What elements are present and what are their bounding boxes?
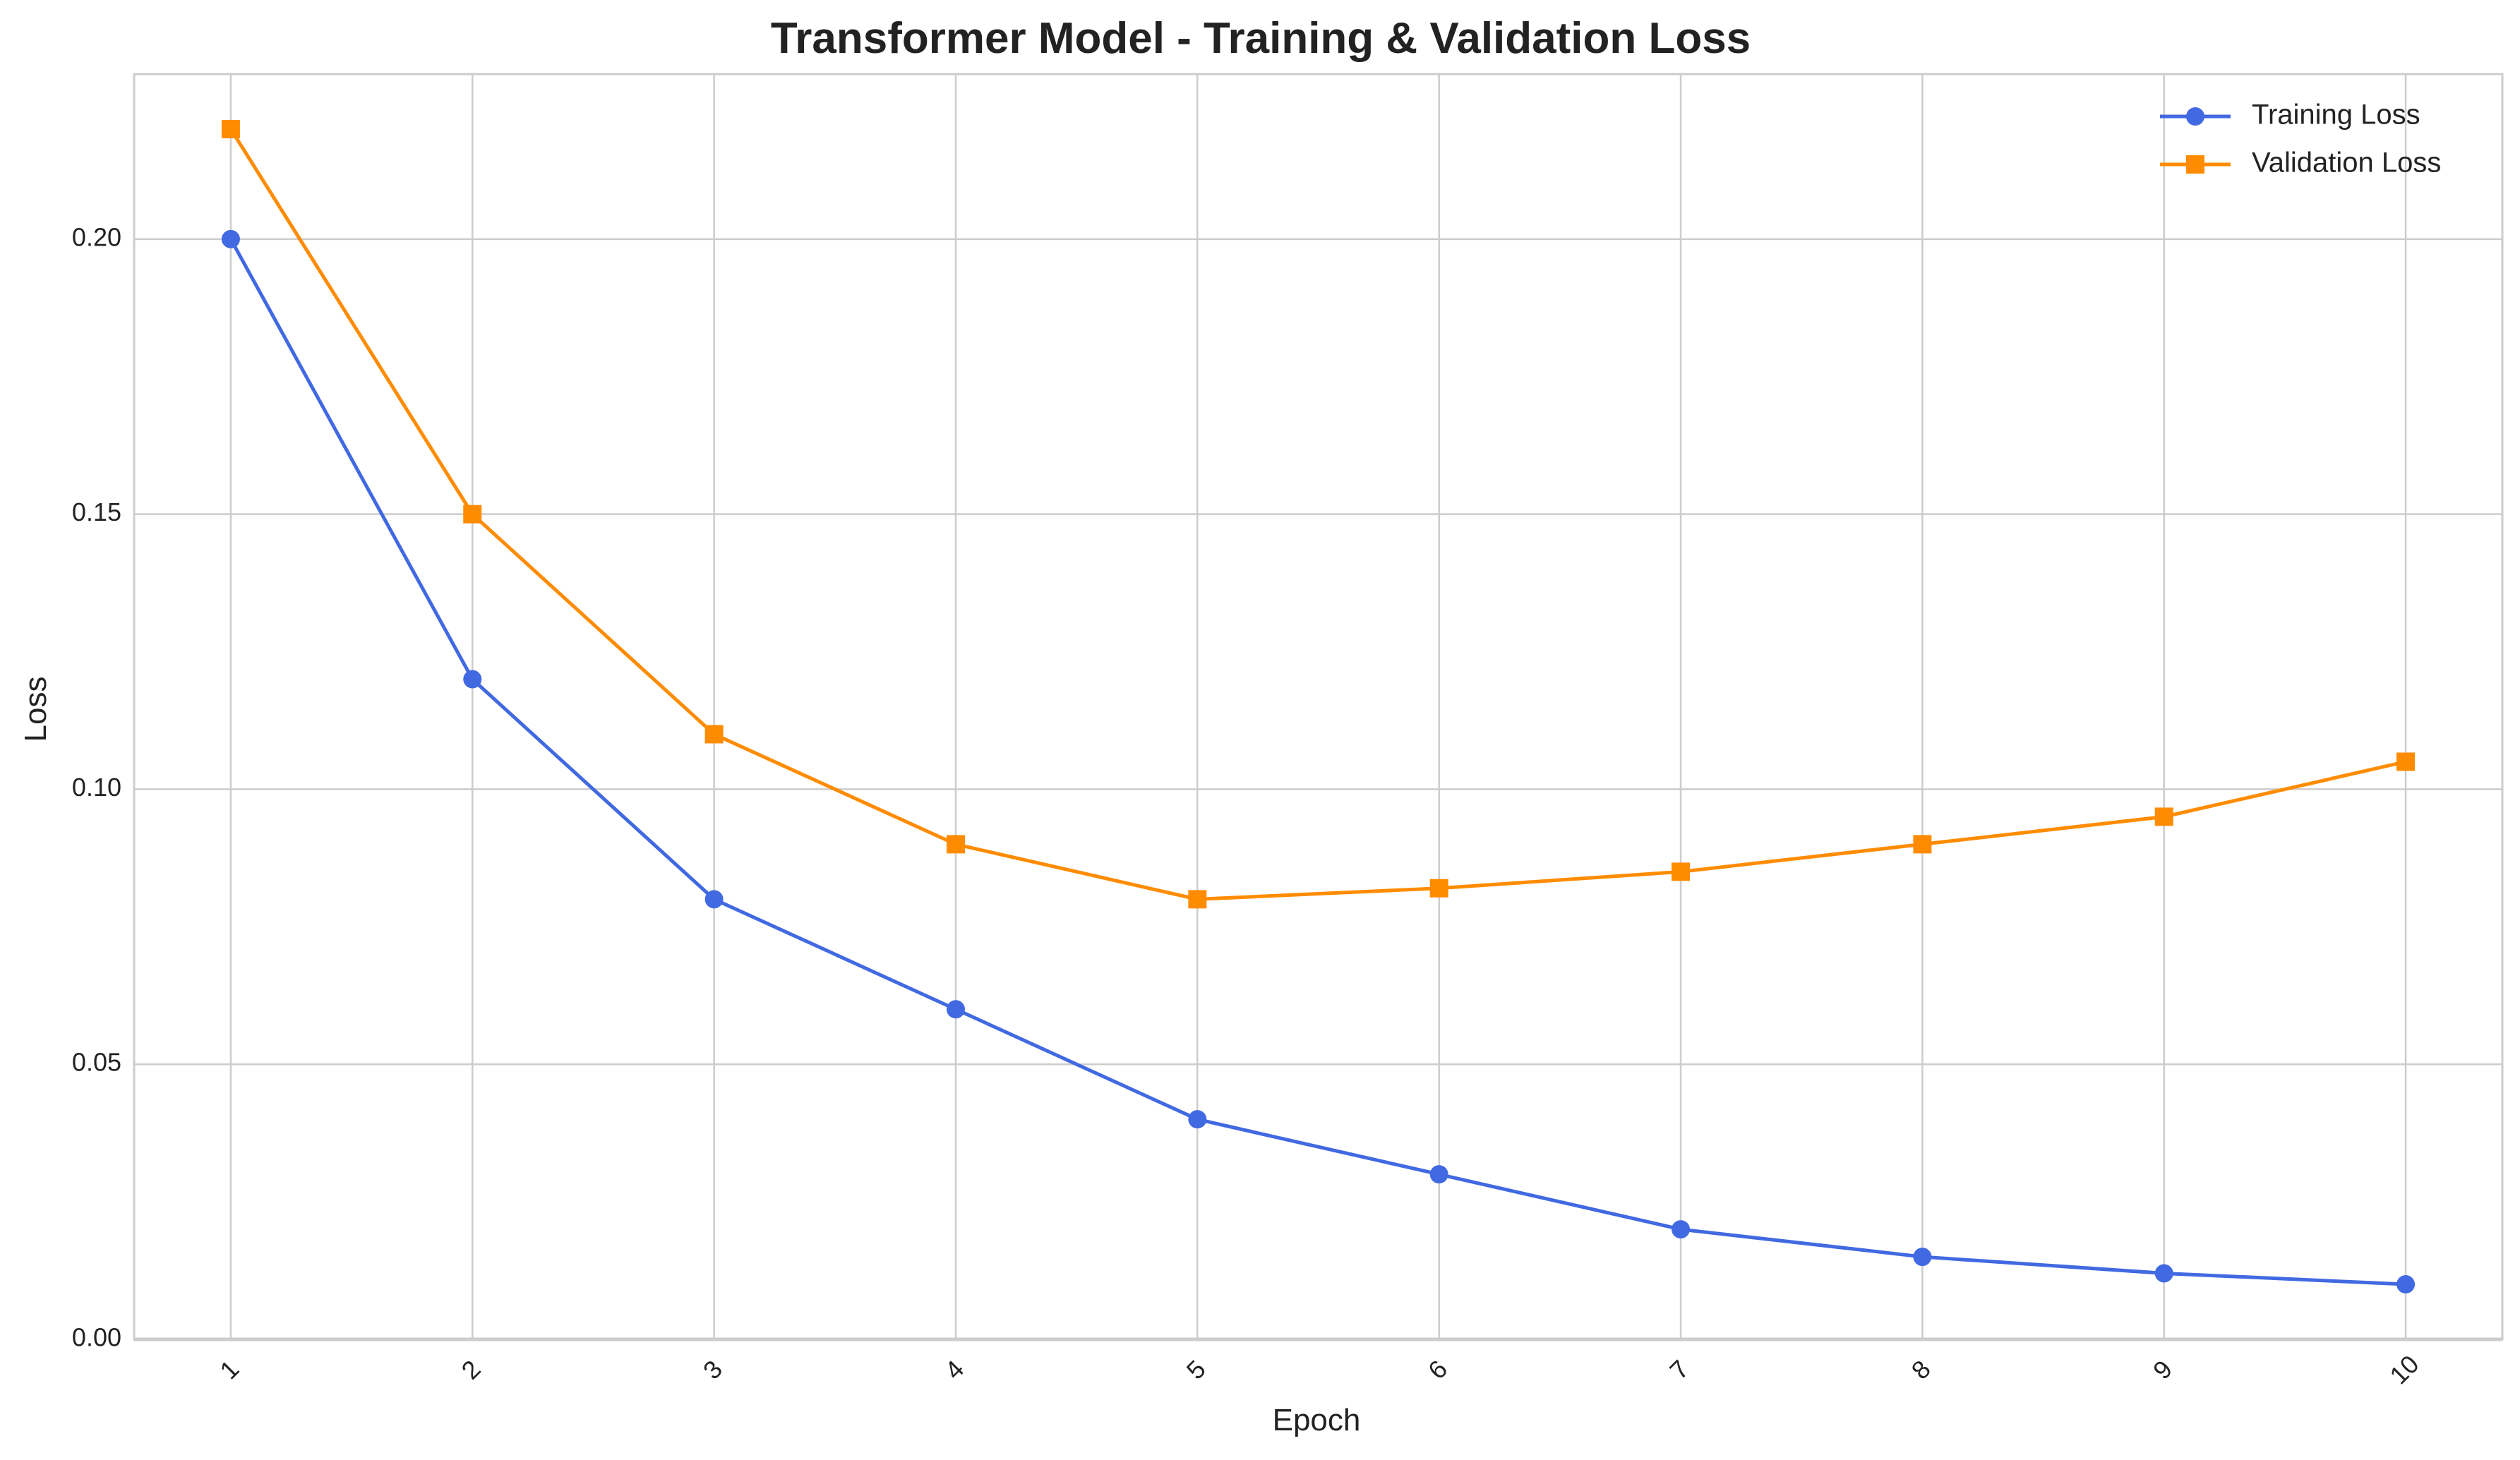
legend-item: Training Loss <box>2160 99 2420 131</box>
series-line <box>229 128 2406 901</box>
data-point <box>221 119 240 138</box>
legend-marker <box>2186 155 2204 174</box>
legend: Training Loss Validation Loss <box>2160 99 2441 179</box>
data-point <box>1188 1110 1207 1129</box>
data-point <box>2396 752 2416 771</box>
data-point <box>946 1000 965 1019</box>
data-point <box>1672 1220 1691 1239</box>
series-training-loss <box>221 229 2416 1294</box>
y-axis-label: Loss <box>18 677 53 742</box>
y-tick-label: 0.10 <box>72 773 121 802</box>
data-point <box>1913 835 1932 854</box>
data-point <box>463 505 482 524</box>
data-point <box>704 725 724 744</box>
data-point <box>946 835 965 854</box>
y-tick-labels: 0.00 0.05 0.10 0.15 0.20 <box>72 222 121 1351</box>
data-point <box>1429 879 1448 898</box>
data-point <box>2396 1275 2416 1294</box>
series-validation-loss <box>221 119 2416 909</box>
data-point <box>704 890 724 909</box>
y-tick-label: 0.00 <box>72 1323 121 1352</box>
y-tick-label: 0.15 <box>72 497 121 526</box>
y-tick-label: 0.20 <box>72 222 121 251</box>
data-point <box>2154 807 2173 826</box>
x-axis-label: Epoch <box>1273 1403 1361 1437</box>
data-point <box>1672 862 1691 881</box>
data-point <box>221 229 240 248</box>
legend-item: Validation Loss <box>2160 147 2441 179</box>
chart-title: Transformer Model - Training & Validatio… <box>771 14 1751 63</box>
legend-label: Validation Loss <box>2252 147 2441 179</box>
series-line <box>229 238 2406 1286</box>
data-point <box>1188 890 1207 909</box>
data-point <box>2154 1264 2173 1283</box>
legend-marker <box>2186 107 2204 126</box>
data-point <box>1913 1248 1932 1267</box>
data-point <box>463 670 482 689</box>
y-tick-label: 0.05 <box>72 1048 121 1077</box>
data-point <box>1429 1165 1448 1184</box>
legend-label: Training Loss <box>2252 99 2420 131</box>
series-layer <box>221 119 2416 1294</box>
